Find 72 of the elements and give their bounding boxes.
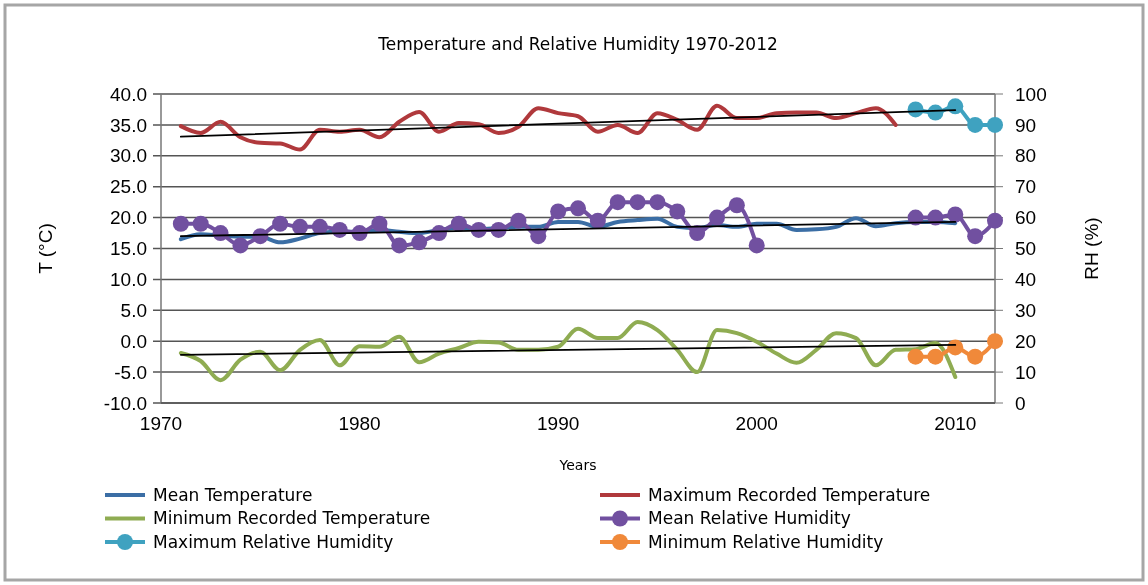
y-tick-label: 20.0	[110, 207, 147, 229]
y2-tick-label: 20	[1015, 330, 1037, 352]
point	[967, 116, 984, 133]
point	[947, 98, 964, 115]
line-series	[178, 320, 958, 383]
legend-label: Maximum Relative Humidity	[153, 531, 394, 552]
y-tick-label: 5.0	[120, 299, 147, 321]
point	[232, 237, 249, 254]
point	[311, 218, 328, 235]
y-tick-label: 15.0	[110, 238, 147, 260]
y2-tick-label: 80	[1015, 145, 1037, 167]
y2-tick-label: 10	[1015, 361, 1037, 383]
y-axis-title: T (°C)	[35, 223, 56, 274]
legend-label: Maximum Recorded Temperature	[648, 484, 931, 505]
point	[589, 212, 606, 229]
point	[927, 348, 944, 365]
point	[689, 225, 706, 242]
x-tick-label: 1990	[537, 413, 580, 434]
y2-axis-title: RH (%)	[1081, 217, 1102, 280]
point	[192, 215, 209, 232]
point	[530, 228, 547, 245]
y-tick-label: 40.0	[110, 83, 147, 105]
y2-tick-label: 60	[1015, 207, 1037, 229]
point	[550, 203, 567, 220]
point	[172, 215, 189, 232]
y2-tick-label: 30	[1015, 299, 1037, 321]
point	[947, 206, 964, 223]
point	[649, 194, 666, 211]
legend-label: Mean Temperature	[153, 484, 313, 505]
legend-label: Mean Relative Humidity	[648, 508, 851, 529]
point	[609, 194, 626, 211]
y-tick-label: -5.0	[114, 361, 147, 383]
point	[709, 209, 725, 226]
y-tick-label: 35.0	[110, 114, 147, 136]
point	[967, 228, 984, 245]
point	[629, 194, 646, 211]
y2-tick-label: 70	[1015, 176, 1037, 198]
x-tick-label: 1970	[139, 413, 183, 434]
x-tick-label: 2000	[735, 413, 778, 434]
y2-tick-label: 50	[1015, 238, 1037, 260]
point	[947, 339, 964, 356]
point	[272, 215, 289, 232]
y2-tick-label: 100	[1015, 83, 1047, 105]
point	[450, 215, 467, 232]
x-axis-title: Years	[558, 457, 597, 473]
point	[292, 218, 308, 235]
x-tick-label: 2010	[934, 413, 977, 434]
point	[371, 215, 388, 232]
point	[669, 203, 686, 220]
y-tick-label: -10.0	[103, 392, 147, 414]
point	[967, 348, 984, 365]
y-tick-label: 10.0	[110, 269, 147, 291]
y-tick-label: 25.0	[110, 176, 147, 198]
point	[510, 212, 527, 229]
legend-label: Minimum Recorded Temperature	[153, 508, 431, 529]
point	[748, 237, 765, 254]
y2-tick-label: 90	[1015, 114, 1037, 136]
chart-title: Temperature and Relative Humidity 1970-2012	[377, 34, 778, 54]
y2-tick-label: 40	[1015, 269, 1037, 291]
point	[987, 212, 1003, 229]
y-tick-label: 0.0	[120, 330, 147, 352]
legend-label: Minimum Relative Humidity	[648, 531, 884, 552]
x-tick-label: 1980	[338, 413, 381, 434]
point	[987, 333, 1003, 350]
point	[411, 234, 428, 251]
point	[728, 197, 745, 214]
point	[570, 200, 586, 217]
point	[987, 116, 1003, 133]
point	[907, 348, 924, 365]
y2-tick-label: 0	[1015, 392, 1026, 414]
point	[391, 237, 408, 254]
y-tick-label: 30.0	[110, 145, 147, 167]
